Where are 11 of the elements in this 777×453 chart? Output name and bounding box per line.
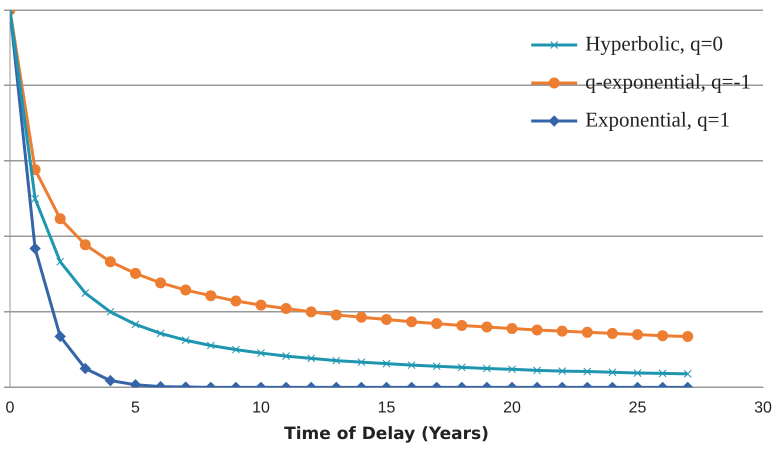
x-tick-label: 15 [378, 399, 396, 416]
x-tick-label: 5 [131, 399, 140, 416]
legend-label: q-exponential, q=-1 [585, 70, 751, 94]
legend-label: Hyperbolic, q=0 [585, 32, 724, 56]
x-axis-title: Time of Delay (Years) [284, 424, 489, 444]
x-tick-label: 0 [6, 399, 15, 416]
x-tick-label: 10 [252, 399, 270, 416]
x-tick-label: 25 [628, 399, 646, 416]
legend-label: Exponential, q=1 [585, 108, 730, 132]
x-tick-label: 20 [503, 399, 521, 416]
x-tick-label: 30 [754, 399, 772, 416]
